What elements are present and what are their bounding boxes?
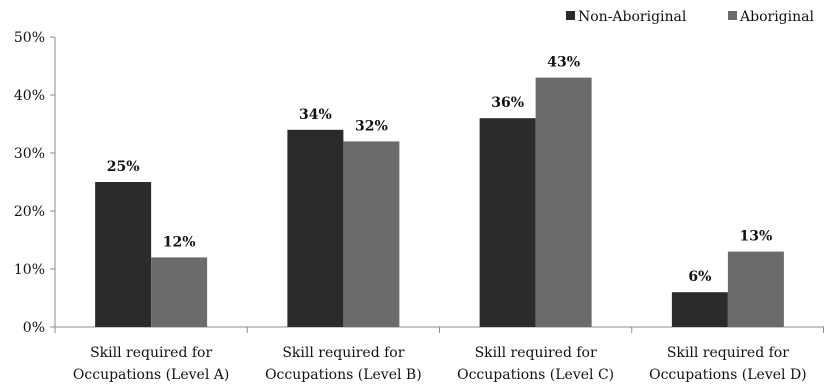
data-label: 43%	[547, 55, 580, 71]
y-axis: 0% 10% 20% 30% 40% 50%	[14, 30, 56, 336]
data-label: 13%	[739, 229, 772, 245]
bar-aboriginal-0	[151, 257, 208, 327]
data-label: 36%	[491, 95, 524, 111]
x-tick-label: Skill required for	[282, 345, 404, 361]
x-tick-label: Occupations (Level A)	[73, 367, 229, 383]
y-tick-label: 10%	[14, 262, 45, 278]
bar-aboriginal-3	[727, 251, 784, 327]
x-tick-label: Skill required for	[667, 345, 789, 361]
x-tick-label: Skill required for	[475, 345, 597, 361]
legend-label: Aboriginal	[739, 9, 814, 25]
x-axis: Skill required for Occupations (Level A) S…	[54, 326, 824, 383]
bar-aboriginal-2	[535, 77, 592, 327]
x-tick-label: Occupations (Level B)	[265, 367, 422, 383]
bars	[95, 77, 784, 327]
data-label: 34%	[299, 107, 332, 123]
data-label: 12%	[163, 234, 196, 250]
x-tick-label: Occupations (Level C)	[457, 367, 614, 383]
bar-non-aboriginal-0	[95, 182, 152, 327]
data-label: 6%	[688, 269, 711, 285]
legend-label: Non-Aboriginal	[578, 9, 687, 25]
y-tick-label: 0%	[23, 320, 45, 336]
y-tick-label: 50%	[14, 30, 45, 46]
x-tick-label: Skill required for	[90, 345, 212, 361]
legend: Non-Aboriginal Aboriginal	[566, 9, 814, 25]
data-labels: 25% 12% 34% 32% 36% 43% 6% 13%	[107, 55, 773, 286]
legend-swatch-non-aboriginal	[566, 11, 575, 20]
bar-non-aboriginal-2	[479, 118, 536, 327]
data-label: 25%	[107, 159, 140, 175]
y-tick-label: 30%	[14, 146, 45, 162]
x-tick-label: Occupations (Level D)	[649, 367, 807, 383]
y-tick-label: 20%	[14, 204, 45, 220]
legend-swatch-aboriginal	[728, 11, 737, 20]
bar-non-aboriginal-1	[287, 129, 344, 327]
y-tick-label: 40%	[14, 88, 45, 104]
bar-non-aboriginal-3	[671, 292, 728, 327]
bar-aboriginal-1	[343, 141, 400, 327]
data-label: 32%	[355, 118, 388, 134]
